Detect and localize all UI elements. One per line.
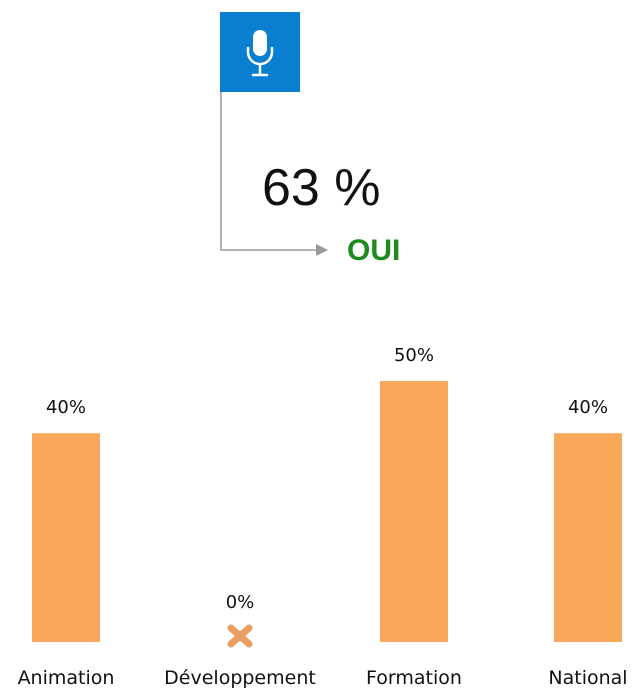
category-label: Formation [366, 667, 462, 689]
zero-x [227, 624, 253, 648]
category-label: Animation [18, 667, 115, 689]
value-label: 50% [394, 345, 434, 366]
bar [554, 433, 622, 642]
category-label: Développement [164, 667, 316, 689]
value-label: 40% [568, 397, 608, 418]
bar [380, 381, 448, 642]
zero-marker [227, 624, 253, 648]
value-label: 0% [226, 592, 255, 613]
arrow-head [316, 244, 328, 256]
mic-icon [246, 30, 274, 77]
connector [220, 92, 318, 251]
answer: OUI [347, 234, 400, 267]
category-label: National [548, 667, 627, 689]
stat: 63 % [262, 159, 381, 217]
bar [32, 433, 100, 642]
value-label: 40% [46, 397, 86, 418]
